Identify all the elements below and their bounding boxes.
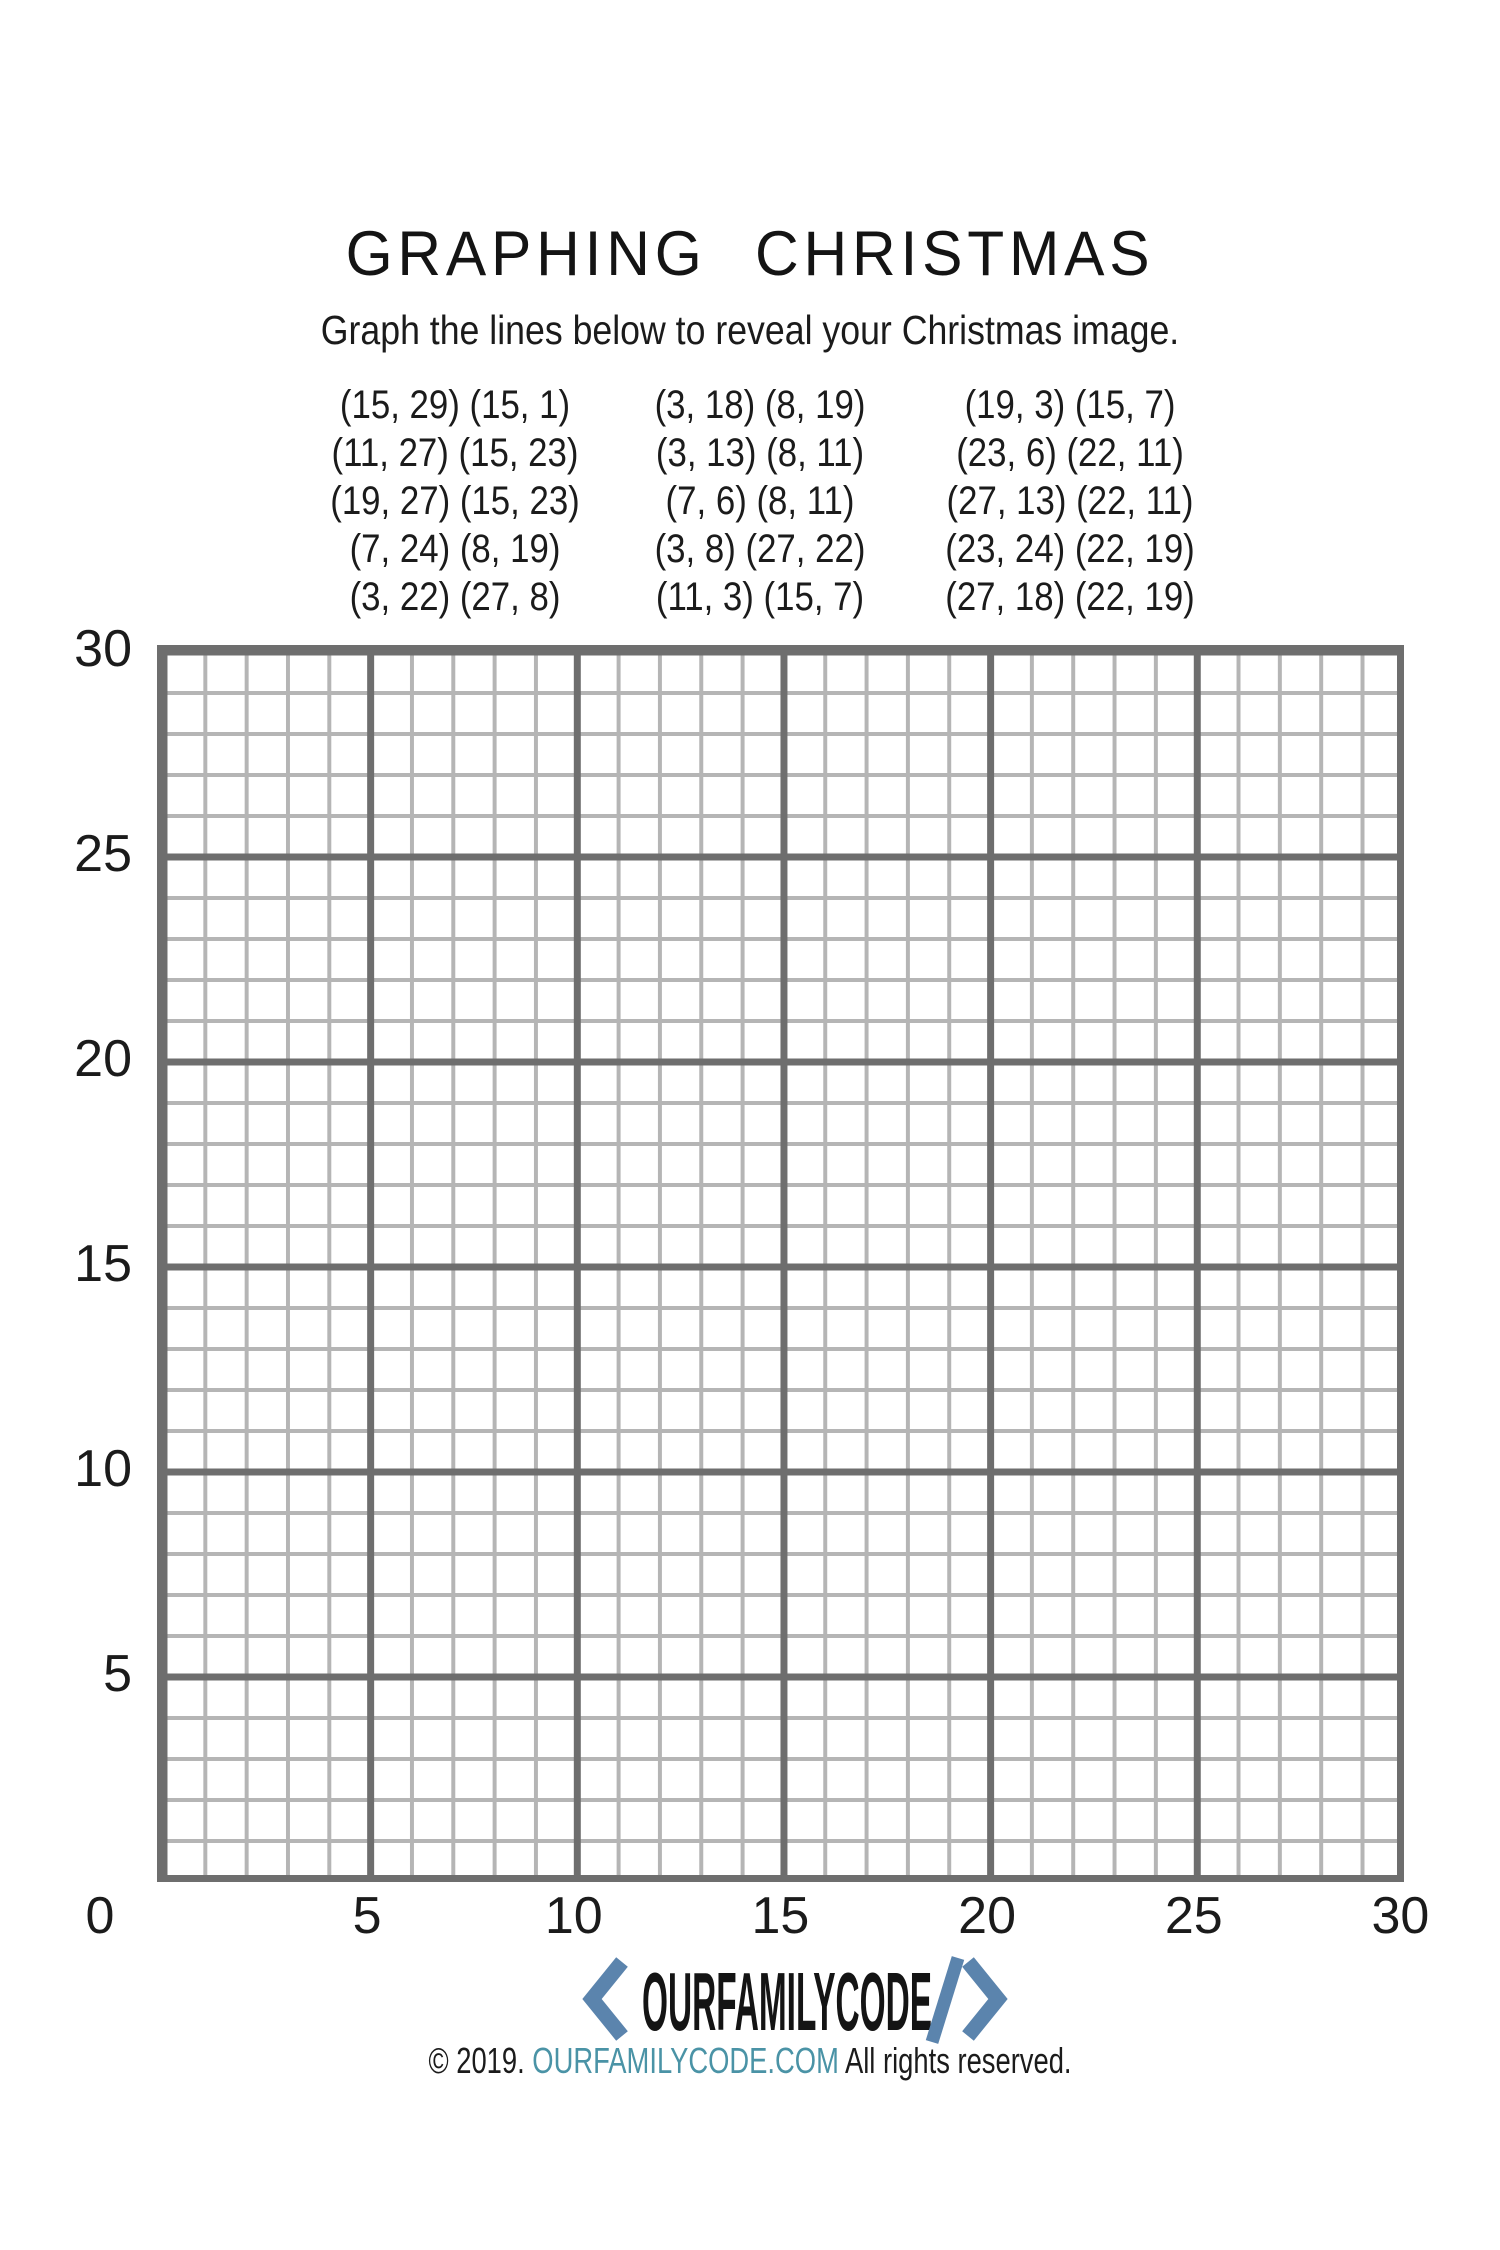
- x-axis-tick-label: 20: [958, 1887, 1017, 1945]
- coordinate-pair-line: (11, 3) (15, 7): [655, 575, 865, 619]
- coordinate-pair-line: (3, 18) (8, 19): [654, 383, 866, 427]
- x-axis-tick-label: 10: [544, 1887, 603, 1945]
- y-axis-tick-label: 5: [103, 1644, 132, 1703]
- x-axis-tick-label: 30: [1371, 1887, 1430, 1945]
- coordinate-pair-line: (7, 24) (8, 19): [349, 527, 561, 571]
- page-title: GRAPHING CHRISTMAS: [345, 219, 1155, 289]
- code-slash-icon: [925, 1956, 965, 2044]
- x-axis-tick-label: 5: [352, 1887, 382, 1945]
- x-axis-tick-label: 25: [1164, 1887, 1223, 1945]
- coordinate-pair-line: (3, 22) (27, 8): [349, 575, 561, 619]
- x-axis-tick-label: 15: [751, 1887, 810, 1945]
- coordinate-pair-line: (23, 24) (22, 19): [945, 527, 1195, 571]
- y-axis-tick-label: 15: [74, 1234, 132, 1293]
- coordinate-grid: [157, 645, 1404, 1882]
- ourfamilycode-logo: OURFAMILYCODE: [580, 1950, 1010, 2051]
- coordinate-pair-line: (23, 6) (22, 11): [956, 431, 1184, 475]
- coordinate-column: (19, 3) (15, 7) (23, 6) (22, 11) (27, 13) …: [945, 381, 1195, 621]
- coordinate-pair-line: (3, 8) (27, 22): [654, 527, 866, 571]
- copyright-prefix: © 2019.: [428, 2040, 533, 2081]
- page-instructions: Graph the lines below to reveal your Chr…: [320, 307, 1180, 353]
- copyright: © 2019. OURFAMILYCODE.COM All rights res…: [180, 2040, 1320, 2082]
- coordinate-column: (3, 18) (8, 19) (3, 13) (8, 11) (7, 6) (8,…: [655, 381, 866, 621]
- y-axis-tick-label: 25: [74, 824, 132, 883]
- y-axis-tick-label: 10: [74, 1439, 132, 1498]
- logo-graphic: OURFAMILYCODE: [582, 1955, 1008, 2048]
- code-bracket-right-icon: [962, 1957, 1008, 2041]
- y-axis-labels: 5 10 15 20 25 30: [40, 0, 132, 2250]
- copyright-suffix: All rights reserved.: [838, 2040, 1072, 2081]
- coordinate-pair-line: (27, 18) (22, 19): [945, 575, 1195, 619]
- coordinate-pair-line: (3, 13) (8, 11): [655, 431, 865, 475]
- code-bracket-left-icon: [582, 1957, 628, 2041]
- copyright-site-link[interactable]: OURFAMILYCODE.COM: [532, 2040, 839, 2081]
- y-axis-tick-label: 20: [74, 1029, 132, 1088]
- coordinate-pair-line: (27, 13) (22, 11): [946, 479, 1194, 523]
- coordinate-column: (15, 29) (15, 1) (11, 27) (15, 23) (19, 27…: [330, 381, 580, 621]
- coordinate-pair-line: (19, 27) (15, 23): [330, 479, 580, 523]
- coordinate-pair-line: (19, 3) (15, 7): [964, 383, 1176, 427]
- coordinate-pair-line: (7, 6) (8, 11): [665, 479, 855, 523]
- logo-text: OURFAMILYCODE: [642, 1955, 932, 2046]
- coordinate-pair-line: (15, 29) (15, 1): [339, 383, 571, 427]
- y-axis-tick-label: 30: [74, 619, 132, 678]
- coordinate-pair-line: (11, 27) (15, 23): [331, 431, 579, 475]
